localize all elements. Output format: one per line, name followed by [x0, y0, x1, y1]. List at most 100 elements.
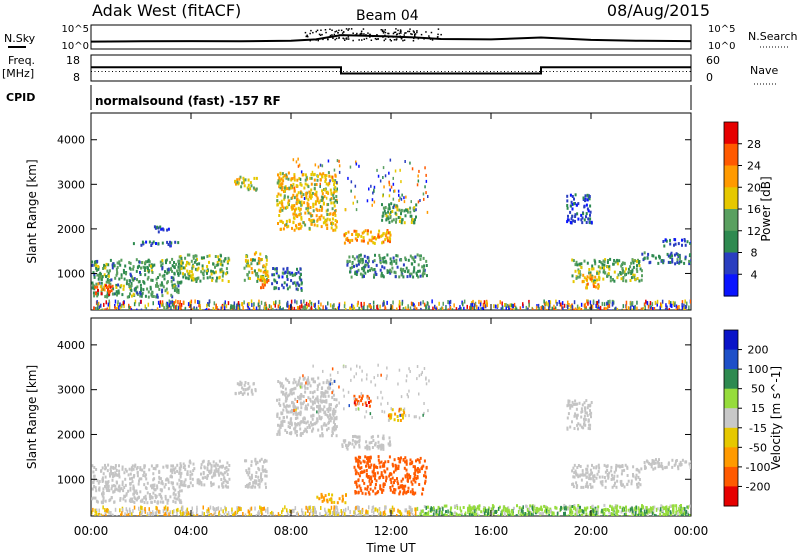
range-cell [497, 304, 499, 308]
range-cell [399, 460, 401, 463]
range-cell [684, 239, 686, 242]
range-cell [286, 275, 288, 278]
range-cell [303, 416, 305, 419]
range-cell [158, 230, 160, 233]
range-cell [674, 464, 676, 467]
range-cell [355, 457, 357, 460]
nsearch-point [390, 39, 392, 41]
nsearch-point [382, 36, 384, 38]
range-cell [216, 304, 218, 308]
range-cell [385, 218, 387, 221]
nsearch-point [358, 39, 360, 41]
range-cell [419, 470, 421, 473]
range-cell [201, 463, 203, 466]
range-cell [325, 401, 327, 404]
range-cell [621, 267, 623, 270]
range-cell [671, 261, 673, 264]
range-cell [92, 481, 94, 484]
range-cell [402, 417, 404, 420]
range-cell [349, 260, 351, 263]
range-cell [317, 209, 319, 212]
range-cell [161, 489, 163, 492]
range-cell [591, 221, 593, 224]
range-cell [586, 221, 588, 224]
range-cell [356, 163, 358, 166]
range-cell [107, 464, 109, 467]
range-cell [314, 422, 316, 425]
range-cell [400, 259, 402, 262]
range-cell [319, 434, 321, 437]
range-cell [580, 486, 582, 489]
range-cell [317, 388, 319, 391]
range-cell [288, 421, 290, 424]
range-cell [291, 177, 293, 180]
range-cell [604, 476, 606, 479]
range-cell [372, 198, 374, 201]
range-cell [399, 197, 401, 200]
range-cell [390, 473, 392, 476]
range-cell [586, 204, 588, 207]
range-cell [389, 509, 391, 513]
range-cell [198, 267, 200, 270]
range-cell [279, 300, 281, 304]
range-cell [501, 302, 503, 306]
range-cell [163, 509, 165, 513]
range-cell [318, 300, 320, 304]
range-cell [291, 206, 293, 209]
range-cell [156, 484, 158, 487]
range-cell [476, 305, 478, 309]
range-cell [435, 308, 437, 312]
range-cell [171, 280, 173, 283]
range-cell [608, 472, 610, 475]
range-cell [143, 281, 145, 284]
range-cell [204, 512, 206, 516]
range-cell [113, 501, 115, 504]
range-cell [139, 490, 141, 493]
range-cell [590, 300, 592, 304]
range-cell [396, 208, 398, 211]
range-cell [332, 410, 334, 413]
range-cell [312, 171, 314, 174]
range-cell [571, 215, 573, 218]
range-cell [178, 479, 180, 482]
range-cell [480, 303, 482, 307]
nsearch-point [356, 33, 358, 35]
range-cell [367, 232, 369, 235]
range-cell [367, 460, 369, 463]
range-cell [282, 409, 284, 412]
range-cell [425, 260, 427, 263]
range-cell [588, 427, 590, 430]
nsky-label: N.Sky [4, 32, 36, 45]
range-cell [389, 436, 391, 439]
range-cell [360, 471, 362, 474]
range-cell [304, 212, 306, 215]
range-cell [636, 264, 638, 267]
range-cell [293, 204, 295, 207]
range-cell [302, 221, 304, 224]
range-cell [339, 497, 341, 500]
range-cell [307, 420, 309, 423]
range-cell [291, 300, 293, 304]
range-cell [645, 300, 647, 304]
range-cell [315, 200, 317, 203]
range-cell [408, 474, 410, 477]
range-cell [299, 213, 301, 216]
range-cell [136, 492, 138, 495]
range-cell [604, 464, 606, 467]
range-cell [589, 307, 591, 311]
range-cell [337, 159, 339, 162]
range-cell [418, 483, 420, 486]
freq-unit: [MHz] [2, 67, 34, 80]
range-cell [222, 279, 224, 282]
range-cell [370, 488, 372, 491]
range-cell [427, 211, 429, 214]
range-cell [402, 487, 404, 490]
range-cell [368, 265, 370, 268]
range-cell [589, 217, 591, 220]
range-cell [389, 189, 391, 192]
range-cell [316, 191, 318, 194]
range-cell [421, 466, 423, 469]
range-cell [315, 308, 317, 312]
range-cell [669, 239, 671, 242]
range-cell [102, 479, 104, 482]
